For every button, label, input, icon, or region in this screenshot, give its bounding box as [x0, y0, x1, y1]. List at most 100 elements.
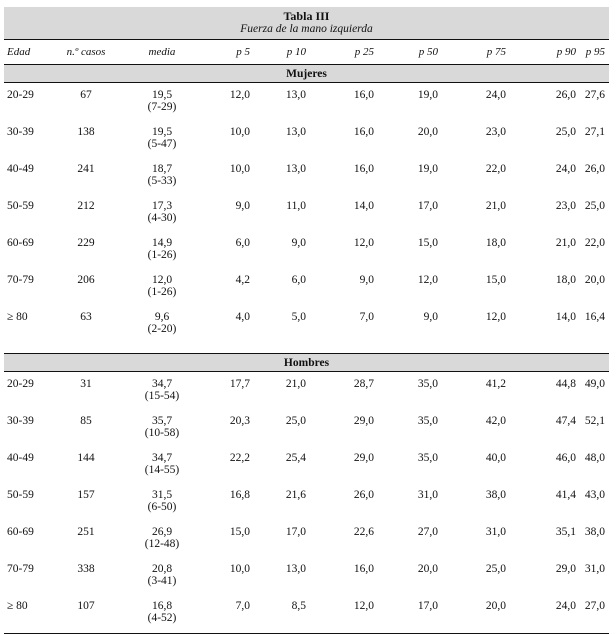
percentile-cell: 11,0	[286, 200, 306, 212]
mean-cell: 16,8 (4-52)	[124, 594, 200, 631]
percentile-cell: 35,0	[417, 452, 438, 464]
percentile-cell: 28,7	[353, 378, 374, 390]
mean-range: (4-30)	[147, 212, 177, 224]
percentile-cell: 29,0	[555, 563, 576, 575]
age-cell: 20-29	[7, 378, 34, 390]
mean-cell: 20,8 (3-41)	[124, 557, 200, 594]
cases-cell: 144	[77, 452, 95, 464]
table-bottom-rule-cell	[4, 631, 609, 634]
percentile-cell: 27,0	[417, 526, 438, 538]
percentile-cell: 38,0	[485, 489, 506, 501]
column-header: p 90	[512, 40, 582, 65]
mean-range: (3-41)	[147, 575, 177, 587]
section-header: Mujeres	[4, 64, 609, 83]
mean-value: 18,7	[151, 163, 173, 175]
percentile-cell: 4,2	[235, 274, 250, 286]
percentile-cell: 31,0	[584, 563, 605, 575]
column-header: p 5	[200, 40, 256, 65]
percentile-cell: 5,0	[291, 311, 306, 323]
mean-range: (5-47)	[147, 138, 177, 150]
age-cell: 60-69	[7, 237, 34, 249]
mean-cell: 19,5 (5-47)	[124, 120, 200, 157]
percentile-cell: 17,7	[229, 378, 250, 390]
percentile-cell: 18,0	[485, 237, 506, 249]
percentile-cell: 22,6	[353, 526, 374, 538]
percentile-cell: 24,0	[555, 163, 576, 175]
percentile-cell: 25,0	[584, 200, 605, 212]
percentile-cell: 42,0	[485, 415, 506, 427]
mean-range: (10-58)	[144, 427, 180, 439]
percentile-cell: 21,6	[285, 489, 306, 501]
mean-range: (6-50)	[147, 501, 177, 513]
mean-value: 35,7	[151, 415, 173, 427]
section-gap	[4, 342, 609, 354]
table-row: 60-69 251 26,9 (12-48) 15,0 17,0 22,6 27,0 31,0 3…	[4, 520, 609, 557]
cases-cell: 338	[77, 563, 95, 575]
percentile-cell: 13,0	[285, 163, 306, 175]
percentile-cell: 23,0	[485, 126, 506, 138]
column-header: p 50	[380, 40, 444, 65]
cases-cell: 85	[80, 415, 92, 427]
percentile-cell: 35,0	[417, 378, 438, 390]
percentile-cell: 20,0	[417, 126, 438, 138]
percentile-cell: 4,0	[235, 311, 250, 323]
percentile-cell: 9,0	[359, 274, 374, 286]
percentile-cell: 16,0	[353, 89, 374, 101]
percentile-cell: 6,0	[235, 237, 250, 249]
percentile-cell: 9,0	[423, 311, 438, 323]
percentile-cell: 22,2	[229, 452, 250, 464]
mean-range: (1-26)	[147, 249, 177, 261]
percentile-cell: 22,0	[485, 163, 506, 175]
age-cell: 70-79	[7, 274, 34, 286]
cases-cell: 229	[77, 237, 95, 249]
percentile-cell: 31,0	[485, 526, 506, 538]
mean-cell: 35,7 (10-58)	[124, 409, 200, 446]
table-row: ≥ 80 107 16,8 (4-52) 7,0 8,5 12,0 17,0 20,0 24,0 2…	[4, 594, 609, 631]
percentile-cell: 8,5	[291, 600, 306, 612]
table-row: ≥ 80 63 9,6 (2-20) 4,0 5,0 7,0 9,0 12,0 14,0 16,4	[4, 305, 609, 342]
mean-value: 20,8	[151, 563, 173, 575]
column-header: p 25	[312, 40, 380, 65]
column-header: Edad	[4, 40, 48, 65]
mean-value: 34,7	[151, 452, 173, 464]
percentile-cell: 10,0	[229, 126, 250, 138]
mean-cell: 18,7 (5-33)	[124, 157, 200, 194]
percentile-cell: 24,0	[485, 89, 506, 101]
section-header-row: Hombres	[4, 353, 609, 372]
column-header: p 75	[444, 40, 512, 65]
percentile-cell: 16,0	[353, 163, 374, 175]
cases-cell: 241	[77, 163, 95, 175]
table-body: Mujeres 20-29 67 19,5 (7-29) 12,0 13,0 16,0 19,0…	[4, 64, 609, 634]
cases-cell: 251	[77, 526, 95, 538]
column-header: n.º casos	[48, 40, 124, 65]
percentile-cell: 13,0	[285, 563, 306, 575]
percentile-cell: 16,0	[353, 126, 374, 138]
percentile-cell: 20,3	[229, 415, 250, 427]
percentile-cell: 12,0	[485, 311, 506, 323]
percentile-cell: 10,0	[229, 163, 250, 175]
mean-cell: 19,5 (7-29)	[124, 83, 200, 121]
mean-cell: 12,0 (1-26)	[124, 268, 200, 305]
mean-value: 16,8	[151, 600, 173, 612]
percentile-cell: 49,0	[584, 378, 605, 390]
percentile-cell: 46,0	[555, 452, 576, 464]
table-row: 40-49 144 34,7 (14-55) 22,2 25,4 29,0 35,0 40,0 4…	[4, 446, 609, 483]
percentile-cell: 15,0	[485, 274, 506, 286]
percentile-cell: 26,0	[584, 163, 605, 175]
percentile-cell: 23,0	[555, 200, 576, 212]
mean-value: 34,7	[151, 378, 173, 390]
percentile-cell: 21,0	[555, 237, 576, 249]
percentile-cell: 12,0	[353, 600, 374, 612]
table-row: 50-59 212 17,3 (4-30) 9,0 11,0 14,0 17,0 21,0 23,…	[4, 194, 609, 231]
age-cell: 30-39	[7, 415, 34, 427]
percentile-cell: 27,6	[584, 89, 605, 101]
percentile-cell: 43,0	[584, 489, 605, 501]
mean-range: (12-48)	[144, 538, 180, 550]
percentile-cell: 6,0	[291, 274, 306, 286]
percentile-cell: 24,0	[555, 600, 576, 612]
age-cell: 50-59	[7, 489, 34, 501]
percentile-cell: 40,0	[485, 452, 506, 464]
percentile-cell: 18,0	[555, 274, 576, 286]
percentile-cell: 13,0	[285, 126, 306, 138]
age-cell: ≥ 80	[7, 600, 28, 612]
